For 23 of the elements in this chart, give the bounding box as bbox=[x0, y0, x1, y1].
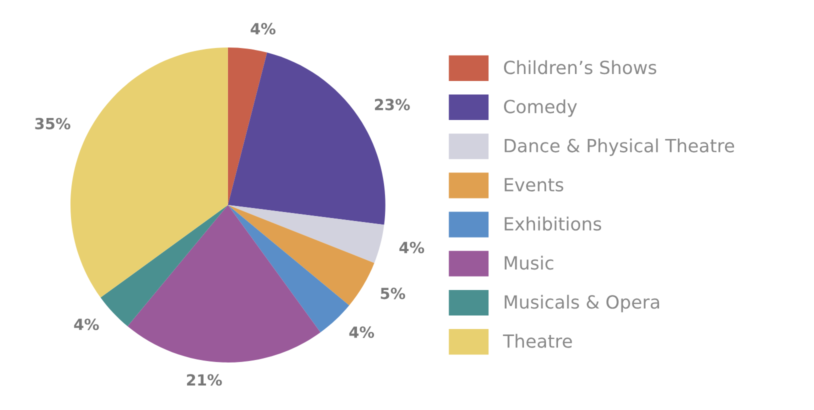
data-label: 4% bbox=[399, 242, 424, 254]
pie-slice bbox=[70, 48, 228, 298]
legend-label: Music bbox=[504, 256, 554, 270]
pie-slice bbox=[128, 205, 320, 362]
legend-label: Events bbox=[504, 178, 564, 192]
pie-slice bbox=[228, 205, 350, 332]
legend-label: Dance & Physical Theatre bbox=[504, 138, 734, 156]
pie-slice bbox=[228, 205, 384, 263]
data-label: 4% bbox=[250, 22, 276, 34]
pie-slice bbox=[100, 205, 228, 326]
data-label: 23% bbox=[374, 98, 410, 110]
pie-slice bbox=[228, 48, 268, 205]
legend-label: Comedy bbox=[504, 99, 577, 117]
data-label: 4% bbox=[349, 326, 374, 338]
legend-label: Theatre bbox=[502, 334, 572, 348]
data-label: 21% bbox=[187, 374, 222, 386]
data-label: 4% bbox=[74, 318, 99, 330]
data-label: 5% bbox=[380, 288, 406, 300]
legend-label: Exhibitions bbox=[504, 216, 602, 231]
data-label: 35% bbox=[35, 118, 70, 130]
legend-label: Children’s Shows bbox=[504, 60, 656, 74]
pie-slice bbox=[228, 205, 374, 306]
legend-label: Musicals & Opera bbox=[504, 294, 660, 312]
